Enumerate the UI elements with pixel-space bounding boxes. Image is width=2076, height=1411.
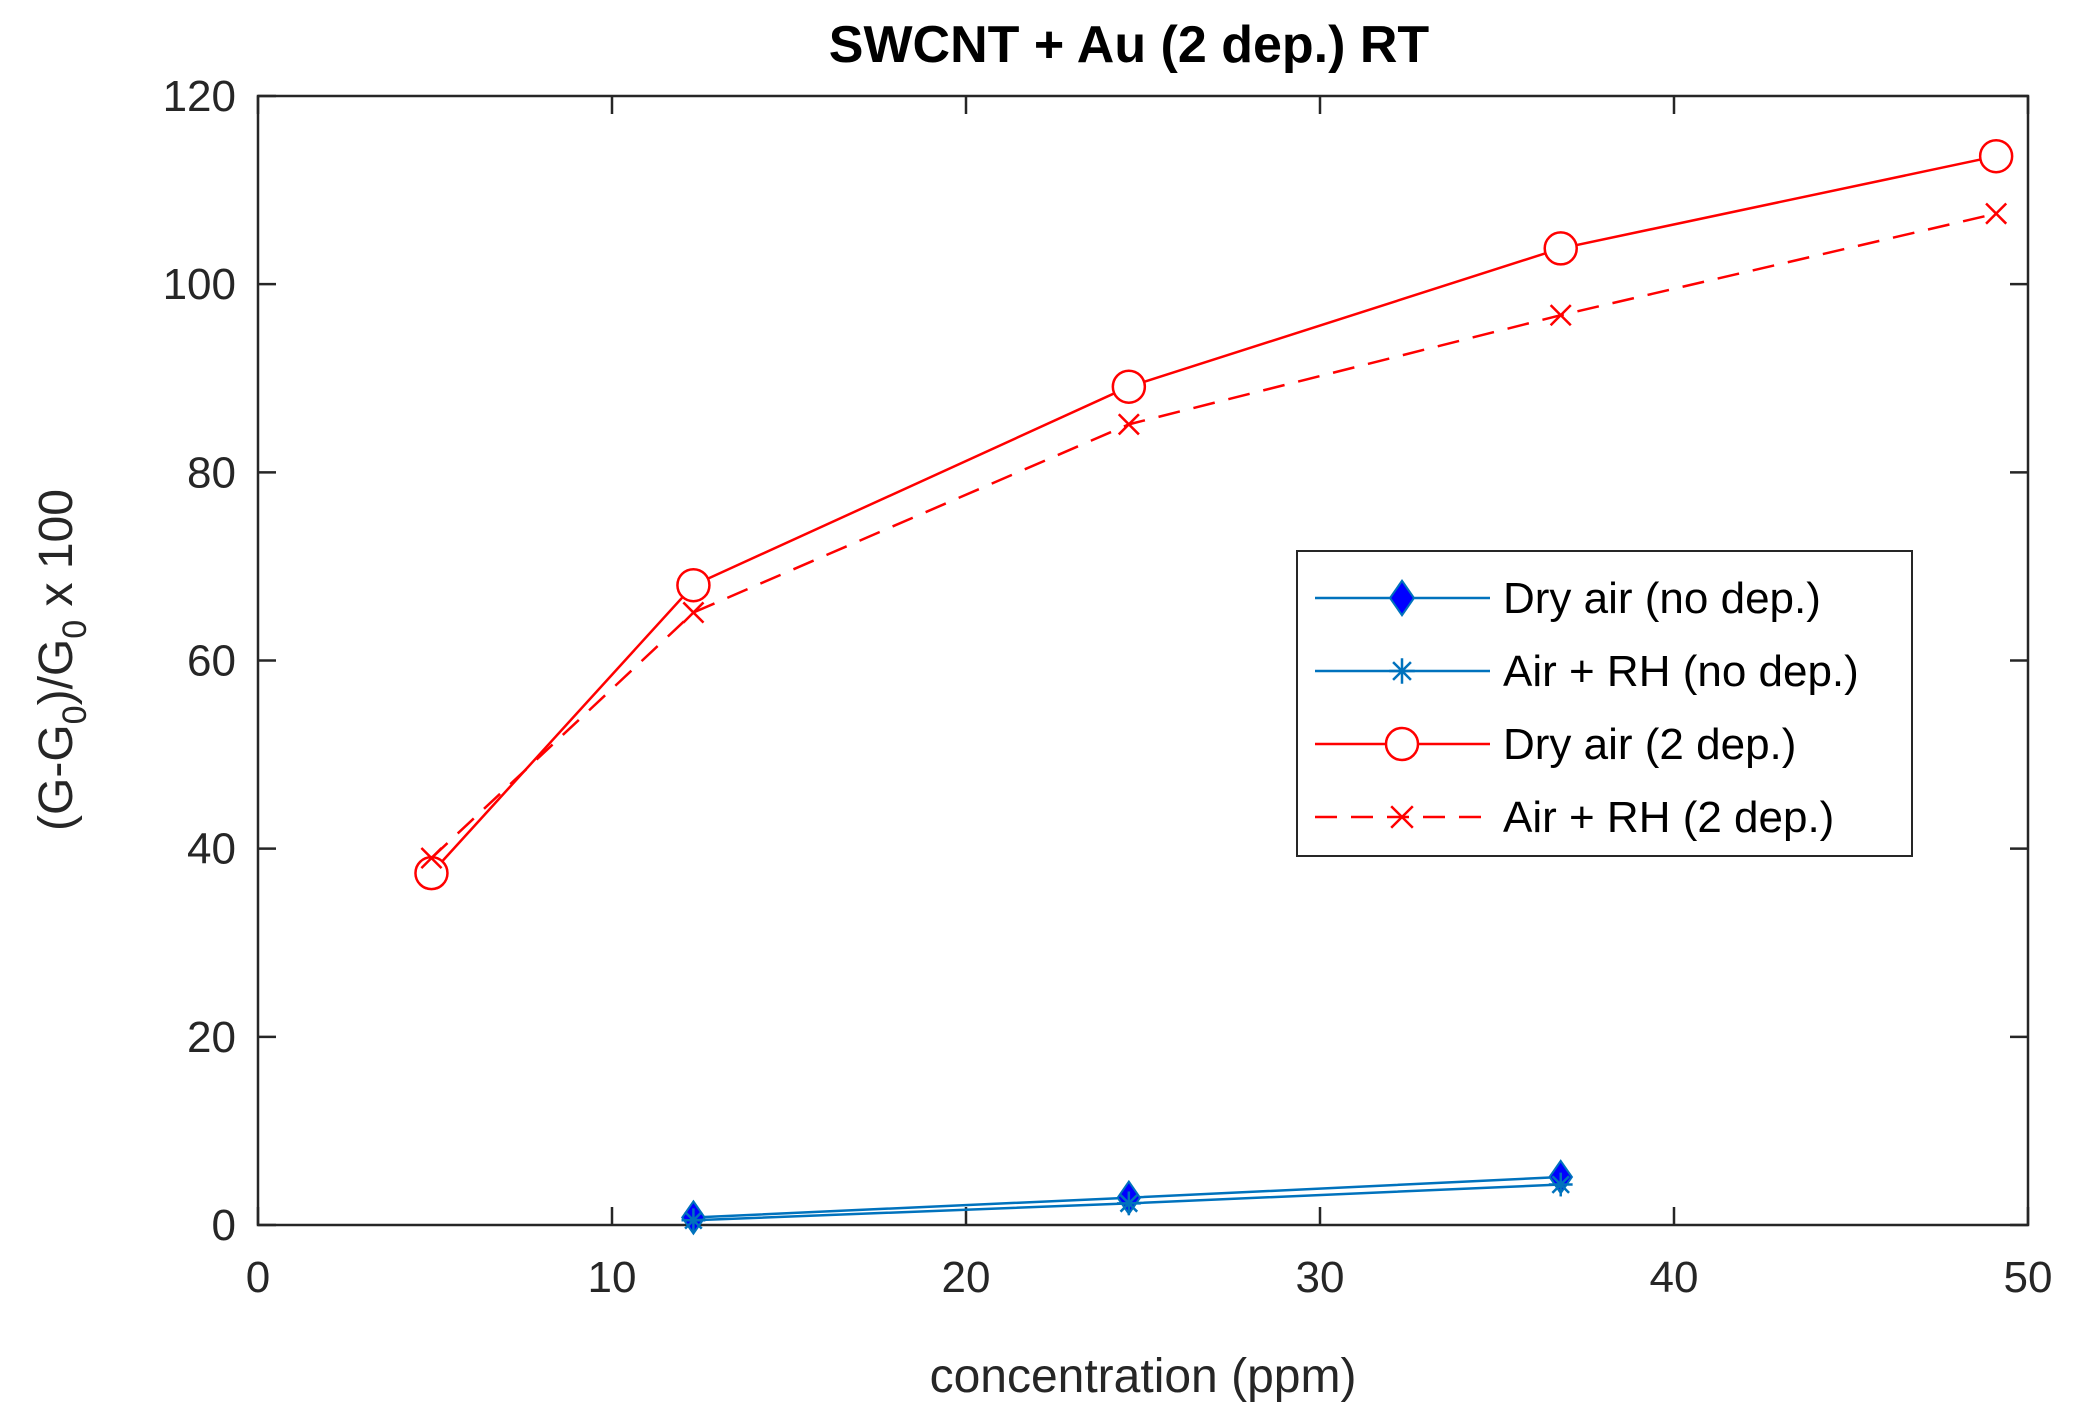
series-1 (681, 1172, 1573, 1233)
x-tick-label: 20 (942, 1253, 991, 1302)
x-tick-label: 0 (246, 1253, 270, 1302)
marker-asterisk-stroke (1119, 1194, 1139, 1213)
legend-label: Dry air (no dep.) (1503, 574, 1821, 623)
data-point-x (1117, 413, 1140, 436)
marker-x-stroke (420, 847, 443, 870)
data-point-circle (1111, 369, 1147, 404)
marker-asterisk-stroke (684, 1211, 703, 1230)
data-point-x (682, 601, 705, 624)
legend-marker-circle (1384, 726, 1420, 762)
marker-asterisk-stroke (1551, 1175, 1570, 1194)
data-point-x (1549, 304, 1572, 327)
y-tick-label: 20 (187, 1013, 236, 1062)
legend-marker-asterisk (1389, 658, 1415, 684)
y-tick-label: 80 (187, 448, 236, 497)
x-axis-label: concentration (ppm) (930, 1350, 1357, 1403)
data-point-circle (676, 567, 711, 603)
marker-x-stroke (1390, 805, 1414, 829)
chart-title: SWCNT + Au (2 dep.) RT (829, 16, 1430, 74)
x-tick-label: 10 (588, 1253, 637, 1302)
x-tick-label: 50 (2004, 1253, 2053, 1302)
data-point-circle (414, 855, 449, 891)
y-tick-label: 100 (163, 260, 236, 309)
legend-label: Air + RH (no dep.) (1503, 647, 1859, 696)
y-tick-label: 60 (187, 637, 236, 686)
legend-marker-diamond (1388, 578, 1416, 618)
legend-label: Air + RH (2 dep.) (1503, 793, 1834, 842)
legend-label: Dry air (2 dep.) (1503, 720, 1796, 769)
data-point-x (420, 847, 443, 870)
data-point-circle (1543, 231, 1578, 266)
data-point-asterisk (1116, 1191, 1141, 1216)
marker-x-stroke (1985, 202, 2008, 225)
data-point-x (1985, 202, 2008, 225)
y-tick-label: 0 (212, 1201, 236, 1250)
data-series (414, 138, 2014, 1236)
legend: Dry air (no dep.) Air + RH (no dep.) Dry a… (1296, 550, 1913, 857)
data-point-asterisk (1548, 1172, 1573, 1197)
x-tick-label: 30 (1296, 1253, 1345, 1302)
y-axis-label: (G-G0)/G0 x 100 (30, 489, 94, 831)
x-tick-label: 40 (1650, 1253, 1699, 1302)
marker-asterisk-stroke (1392, 661, 1412, 681)
legend-marker-x (1390, 805, 1414, 829)
axis-ticks: 0 10 20 30 40 50 0 20 40 60 80 100 120 (163, 72, 2053, 1302)
marker-x-stroke (1549, 304, 1572, 327)
marker-x-stroke (682, 601, 705, 624)
data-point-asterisk (681, 1208, 706, 1233)
marker-x-stroke (1117, 413, 1140, 436)
y-tick-label: 120 (163, 72, 236, 121)
series-3 (420, 202, 2008, 870)
data-point-circle (1978, 138, 2014, 174)
y-tick-label: 40 (187, 825, 236, 874)
